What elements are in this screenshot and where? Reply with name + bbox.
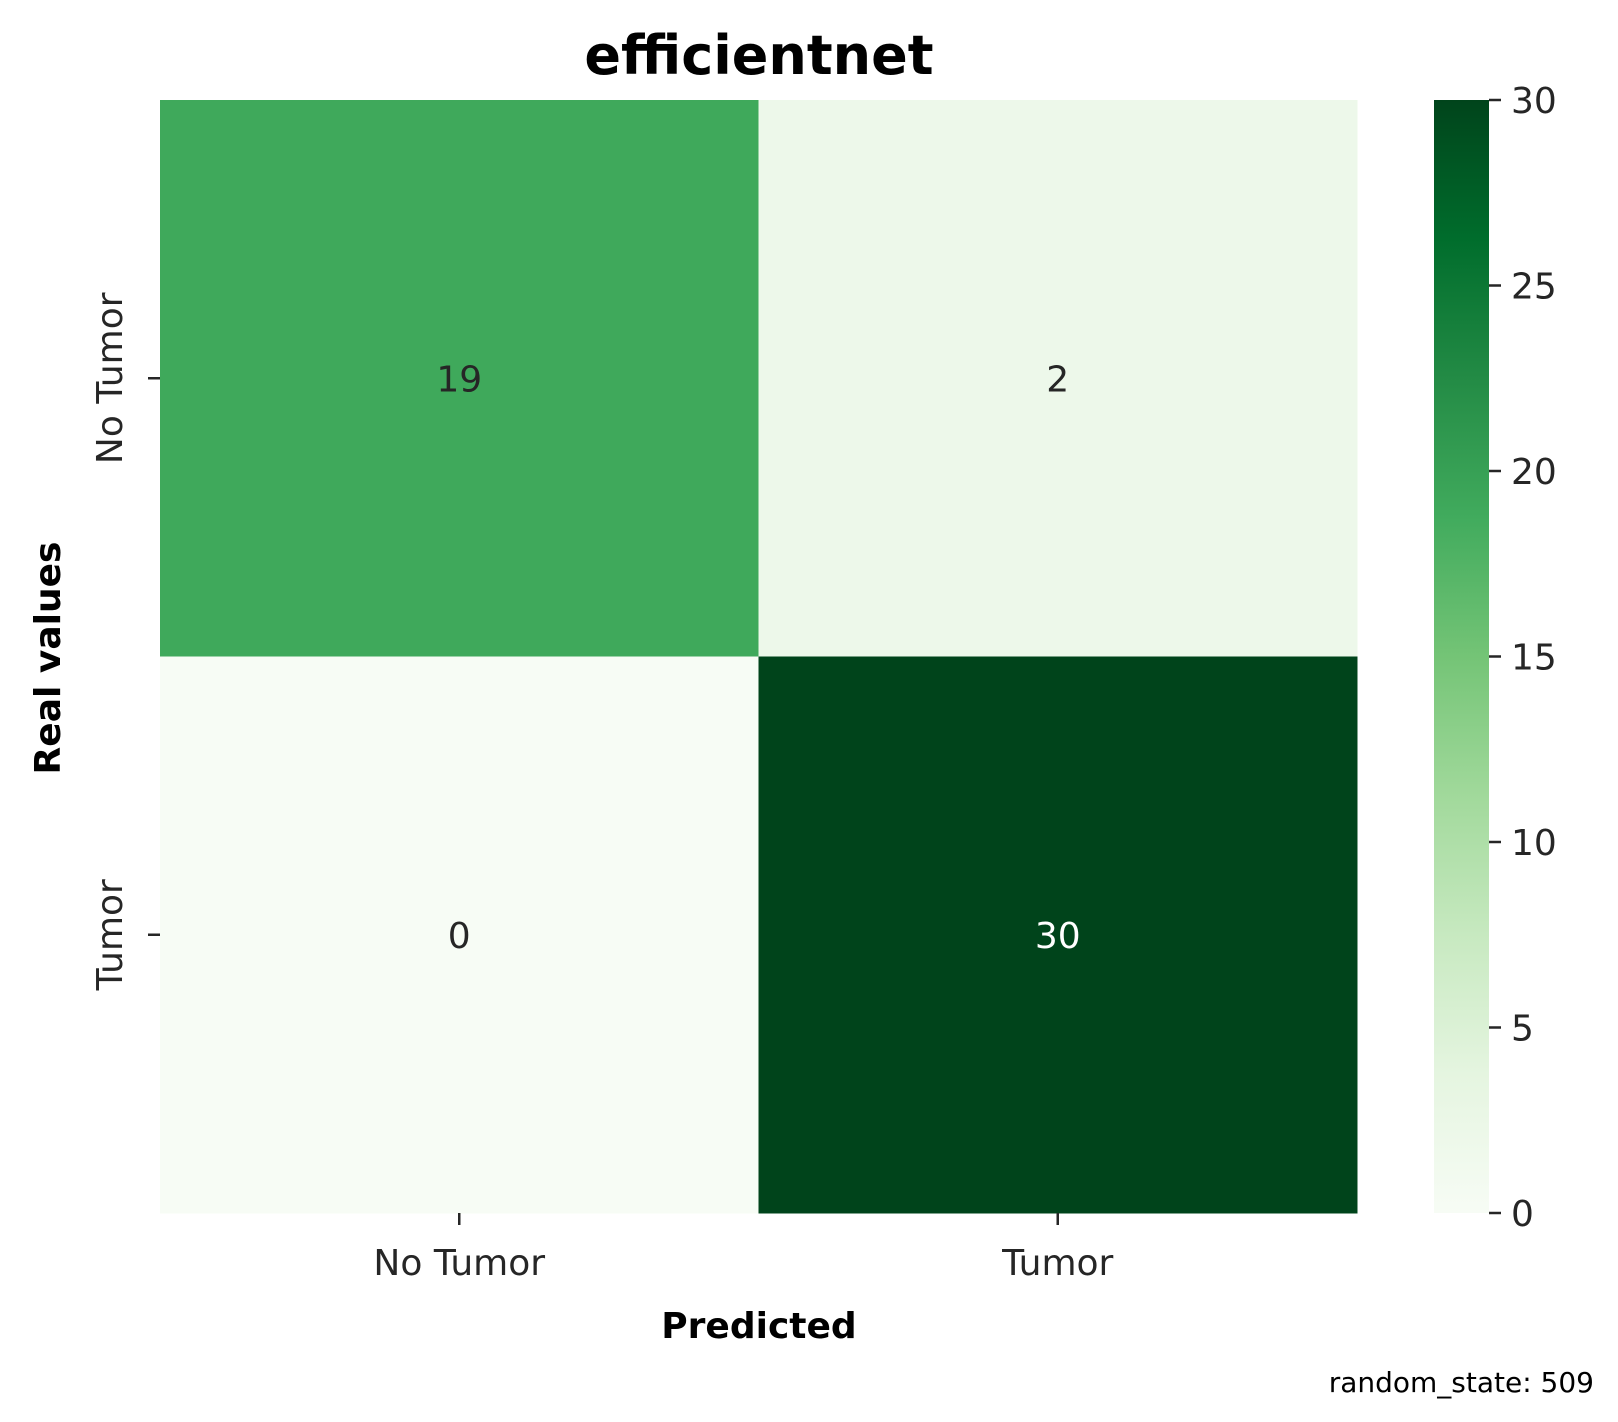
colorbar <box>1434 100 1489 1213</box>
heatmap-cell-value: 19 <box>436 359 482 400</box>
y-axis-ticks: No Tumor Tumor <box>90 292 160 991</box>
heatmap-cell <box>160 100 759 657</box>
chart-title: efficientnet <box>584 24 933 87</box>
heatmap-cell-value: 30 <box>1035 916 1081 957</box>
heatmap-cell-labels: 19 2 0 30 <box>436 359 1080 957</box>
x-axis-label: Predicted <box>661 1306 856 1347</box>
colorbar-tick-label: 20 <box>1511 452 1557 493</box>
colorbar-ticks: 0 5 10 15 20 25 30 <box>1489 81 1557 1235</box>
y-tick-label: No Tumor <box>90 292 131 464</box>
colorbar-tick-label: 5 <box>1511 1009 1534 1050</box>
heatmap-cell <box>758 656 1358 1214</box>
heatmap-cell-value: 2 <box>1046 359 1069 400</box>
heatmap-cells <box>160 100 1358 1214</box>
x-tick-label: No Tumor <box>373 1243 545 1284</box>
random-state-footnote: random_state: 509 <box>1329 1366 1594 1399</box>
heatmap-cell <box>160 656 759 1214</box>
heatmap-cell-value: 0 <box>448 916 471 957</box>
x-tick-label: Tumor <box>1001 1243 1113 1284</box>
x-axis-ticks: No Tumor Tumor <box>373 1213 1114 1284</box>
heatmap-cell <box>758 100 1358 657</box>
colorbar-tick-label: 0 <box>1511 1194 1534 1235</box>
y-tick-label: Tumor <box>90 879 131 991</box>
colorbar-tick-label: 30 <box>1511 81 1557 122</box>
colorbar-tick-label: 25 <box>1511 267 1557 308</box>
y-axis-label: Real values <box>28 542 69 775</box>
colorbar-tick-label: 15 <box>1511 638 1557 679</box>
colorbar-tick-label: 10 <box>1511 823 1557 864</box>
